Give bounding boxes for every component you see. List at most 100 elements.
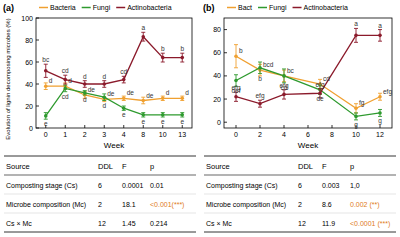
error-cap xyxy=(44,64,48,65)
data-group xyxy=(234,28,382,119)
table-cell: Composting stage (Cs) xyxy=(206,182,278,190)
table-cell: Microbe composition (Mc) xyxy=(6,201,86,209)
error-cap xyxy=(122,106,126,107)
significance-letter: fg xyxy=(359,99,365,107)
significance-letter: efg xyxy=(279,82,288,90)
table-cell: Cs × Mc xyxy=(206,220,232,227)
table-cell: 12 xyxy=(98,220,106,227)
point xyxy=(44,114,48,118)
point xyxy=(234,79,238,83)
error-cap xyxy=(378,29,382,30)
point xyxy=(44,69,48,73)
y-tick-label: 100 xyxy=(21,15,33,22)
error-cap xyxy=(122,76,126,77)
chart: (a)0204060801000123481013WeekEvolution o… xyxy=(3,3,192,150)
legend-label: Actinobacteria xyxy=(127,4,171,11)
point xyxy=(378,34,382,38)
panel-title: (a) xyxy=(3,3,14,13)
x-tick-label: 8 xyxy=(330,131,334,138)
significance-letter: bc xyxy=(42,56,50,63)
error-cap xyxy=(180,112,184,113)
x-tick xyxy=(308,125,309,128)
x-tick xyxy=(123,125,124,128)
significance-letter: efg xyxy=(383,88,392,96)
table-rule xyxy=(4,175,196,176)
error-cap xyxy=(161,53,165,54)
x-tick-label: 1 xyxy=(63,131,67,138)
y-tick xyxy=(224,29,227,30)
point xyxy=(161,113,165,117)
x-tick-label: 12 xyxy=(376,131,384,138)
x-tick xyxy=(236,125,237,128)
significance-letter: b xyxy=(258,75,262,82)
error-cap xyxy=(234,67,238,68)
legend-label: Fungi xyxy=(269,4,287,12)
table-cell: 0.003 xyxy=(322,182,340,189)
error-cap xyxy=(180,53,184,54)
y-axis-label: Evolution of lignin decomposing microbes… xyxy=(5,18,11,139)
significance-letter: d xyxy=(83,73,87,80)
table-rule xyxy=(4,156,196,157)
x-tick xyxy=(182,125,183,128)
point xyxy=(63,87,67,91)
error-cap xyxy=(354,42,358,43)
error-cap xyxy=(141,32,145,33)
table-cell: 2 xyxy=(298,201,302,208)
error-cap xyxy=(122,100,126,101)
significance-letter: e xyxy=(122,111,126,118)
significance-letter: d xyxy=(166,89,170,96)
table-cell: Microbe composition (Mc) xyxy=(206,201,286,209)
error-cap xyxy=(63,85,67,86)
error-cap xyxy=(354,112,358,113)
table-header: DDL xyxy=(98,162,113,171)
significance-letter: bc xyxy=(287,67,295,74)
x-tick xyxy=(332,125,333,128)
point xyxy=(258,102,262,106)
error-cap xyxy=(282,68,286,69)
legend-swatch xyxy=(39,7,48,9)
error-cap xyxy=(141,97,145,98)
y-tick xyxy=(36,62,39,63)
x-tick xyxy=(260,125,261,128)
point xyxy=(161,97,165,101)
x-tick-label: 13 xyxy=(178,131,186,138)
error-cap xyxy=(141,41,145,42)
y-tick xyxy=(36,18,39,19)
table-cell: 0.002 (**) xyxy=(350,201,380,209)
table-cell: Composting stage (Cs) xyxy=(6,182,78,190)
point xyxy=(282,93,286,97)
x-tick xyxy=(380,125,381,128)
error-cap xyxy=(44,89,48,90)
point xyxy=(44,84,48,88)
significance-letter: b xyxy=(180,45,184,52)
legend-swatch xyxy=(258,7,267,9)
x-tick-label: 2 xyxy=(83,131,87,138)
error-cap xyxy=(318,88,322,89)
x-tick-label: 0 xyxy=(44,131,48,138)
table-rule xyxy=(204,213,396,214)
table-cell: 11.9 xyxy=(322,220,335,227)
series-line xyxy=(46,86,183,100)
letters: bbcdbccdfgefgdefbcddeggefgefgefgefgaa xyxy=(231,20,392,128)
x-tick-label: 6 xyxy=(306,131,310,138)
point xyxy=(180,113,184,117)
point xyxy=(282,74,286,78)
table-header: F xyxy=(122,162,127,171)
point xyxy=(161,56,165,60)
table-cell: 0.0001 xyxy=(122,182,144,189)
x-tick-label: 4 xyxy=(282,131,286,138)
error-cap xyxy=(83,87,87,88)
error-cap xyxy=(44,82,48,83)
point xyxy=(180,97,184,101)
table-rule xyxy=(204,156,396,157)
error-cap xyxy=(102,93,106,94)
legend-label: Bacteria xyxy=(50,4,76,11)
y-tick xyxy=(36,84,39,85)
point xyxy=(234,95,238,99)
table-cell: Cs × Mc xyxy=(6,220,32,227)
y-tick-label: 0 xyxy=(217,119,221,126)
series-line xyxy=(236,56,380,108)
table-cell: 6 xyxy=(98,182,102,189)
table-header: p xyxy=(150,162,154,171)
significance-letter: de xyxy=(146,92,154,99)
